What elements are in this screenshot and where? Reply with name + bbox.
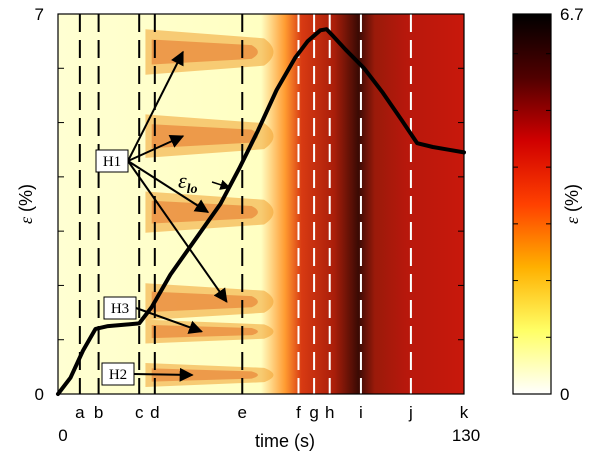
series-line-eps-lo [56,27,466,396]
annotation-arrow-h1 [127,160,228,303]
series-label-symbol: ε [178,168,187,193]
colorbar-tick-top: 6.7 [560,5,584,24]
y-axis-title-unit: (%) [16,184,36,212]
y-tick-label-bottom: 0 [35,385,44,404]
heatmap-band-core [151,368,258,382]
marker-label-f: f [296,403,301,422]
colorbar: 6.7 0 ε (%) [512,5,584,404]
series-label-arrow [211,179,231,190]
colorbar-title-symbol: ε [562,216,582,224]
series-label-sub: lo [187,182,198,197]
x-tick-label-end: 130 [452,426,480,445]
annotation-arrow-h3 [135,307,203,334]
annotation-label-h3: H3 [111,301,129,317]
heatmap-band-core [151,325,258,339]
annotation-box-h3 [103,296,137,320]
colorbar-fill [512,13,552,395]
marker-label-c: c [135,403,144,422]
x-axis-title: time (s) [255,431,315,451]
annotation-box-h1 [95,149,129,173]
annotation-label-h1: H1 [103,154,121,170]
annotation-box-h2 [101,362,135,386]
marker-label-i: i [359,403,363,422]
marker-label-b: b [94,403,103,422]
marker-label-h: h [325,403,334,422]
colorbar-title: ε (%) [562,184,582,224]
heatmap-band-core [151,291,258,312]
series-label-eps-lo: εlo [178,168,198,197]
x-tick-label-start: 0 [58,426,67,445]
colorbar-tick-bottom: 0 [560,385,569,404]
marker-label-e: e [238,403,247,422]
y-axis-title: ε (%) [16,184,36,224]
marker-label-g: g [309,403,318,422]
axis-ticks [58,67,464,341]
y-axis-title-symbol: ε [16,216,36,224]
annotation-arrow-h1 [127,134,185,162]
annotation-arrow-h1 [127,50,184,162]
marker-lines [78,14,412,394]
plot-frame [57,13,465,395]
y-tick-label-top: 7 [35,5,44,24]
annotations: H1 H3 H2 εlo [95,50,231,386]
marker-label-j: j [408,403,413,422]
annotation-label-h2: H2 [109,367,127,383]
annotation-arrow-h2 [133,367,194,382]
marker-label-k: k [460,403,469,422]
marker-label-a: a [75,403,85,422]
annotation-arrow-h1 [127,160,210,213]
marker-label-d: d [150,403,159,422]
colorbar-title-unit: (%) [562,184,582,212]
colorbar-ticks [513,53,551,338]
heatmap [58,14,464,394]
